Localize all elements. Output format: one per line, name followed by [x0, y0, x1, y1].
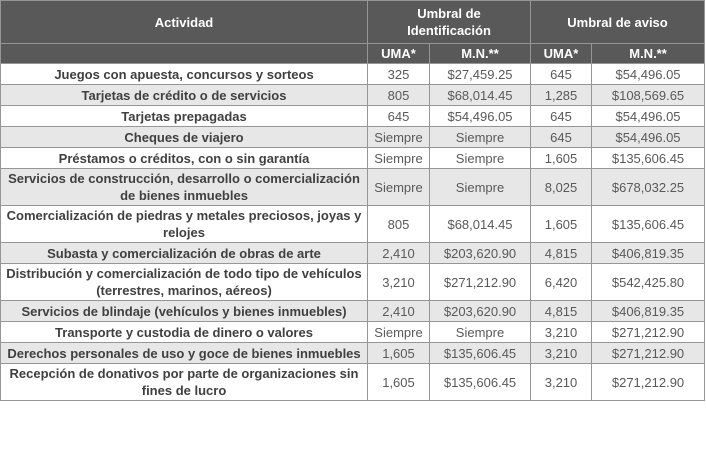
header-id-uma: UMA* — [367, 43, 430, 64]
id-uma-cell: 3,210 — [367, 263, 430, 301]
aviso-mn-cell: $542,425.80 — [591, 263, 706, 301]
activity-cell: Recepción de donativos por parte de orga… — [0, 363, 368, 401]
table-row: Tarjetas de crédito o de servicios 805 $… — [0, 84, 706, 106]
header-sub-row: UMA* M.N.** UMA* M.N.** — [0, 43, 706, 64]
activity-cell: Servicios de construcción, desarrollo o … — [0, 168, 368, 206]
activity-cell: Transporte y custodia de dinero o valore… — [0, 321, 368, 343]
id-uma-cell: 805 — [367, 205, 430, 243]
aviso-mn-cell: $271,212.90 — [591, 321, 706, 343]
id-uma-cell: 325 — [367, 63, 430, 85]
aviso-mn-cell: $108,569.65 — [591, 84, 706, 106]
activity-cell: Derechos personales de uso y goce de bie… — [0, 342, 368, 364]
aviso-mn-cell: $135,606.45 — [591, 147, 706, 169]
header-aviso-mn: M.N.** — [591, 43, 706, 64]
header-aviso-uma: UMA* — [530, 43, 593, 64]
id-uma-cell: Siempre — [367, 168, 430, 206]
activity-cell: Distribución y comercialización de todo … — [0, 263, 368, 301]
id-uma-cell: 1,605 — [367, 342, 430, 364]
table-body: Juegos con apuesta, concursos y sorteos … — [0, 63, 706, 401]
id-uma-cell: 2,410 — [367, 242, 430, 264]
aviso-uma-cell: 645 — [530, 105, 593, 127]
activity-cell: Servicios de blindaje (vehículos y biene… — [0, 300, 368, 322]
header-group-notice: Umbral de aviso — [530, 0, 706, 44]
activity-cell: Tarjetas de crédito o de servicios — [0, 84, 368, 106]
table-row: Transporte y custodia de dinero o valore… — [0, 321, 706, 343]
aviso-uma-cell: 6,420 — [530, 263, 593, 301]
aviso-mn-cell: $678,032.25 — [591, 168, 706, 206]
table-row: Tarjetas prepagadas 645 $54,496.05 645 $… — [0, 105, 706, 127]
aviso-mn-cell: $54,496.05 — [591, 126, 706, 148]
id-mn-cell: $68,014.45 — [428, 84, 532, 106]
activity-cell: Préstamos o créditos, con o sin garantía — [0, 147, 368, 169]
aviso-mn-cell: $406,819.35 — [591, 242, 706, 264]
aviso-uma-cell: 8,025 — [530, 168, 593, 206]
activity-cell: Juegos con apuesta, concursos y sorteos — [0, 63, 368, 85]
activity-cell: Comercialización de piedras y metales pr… — [0, 205, 368, 243]
id-uma-cell: 805 — [367, 84, 430, 106]
aviso-uma-cell: 1,285 — [530, 84, 593, 106]
table-row: Subasta y comercialización de obras de a… — [0, 242, 706, 264]
table-row: Comercialización de piedras y metales pr… — [0, 205, 706, 243]
id-mn-cell: $135,606.45 — [428, 342, 532, 364]
table-row: Cheques de viajero Siempre Siempre 645 $… — [0, 126, 706, 148]
id-mn-cell: $135,606.45 — [428, 363, 532, 401]
id-uma-cell: 645 — [367, 105, 430, 127]
id-mn-cell: Siempre — [428, 147, 532, 169]
table-row: Préstamos o créditos, con o sin garantía… — [0, 147, 706, 169]
aviso-uma-cell: 4,815 — [530, 300, 593, 322]
header-group-row: Actividad Umbral de Identificación Umbra… — [0, 0, 706, 44]
id-mn-cell: Siempre — [428, 168, 532, 206]
id-mn-cell: $271,212.90 — [428, 263, 532, 301]
aviso-uma-cell: 1,605 — [530, 147, 593, 169]
id-uma-cell: Siempre — [367, 147, 430, 169]
aviso-uma-cell: 4,815 — [530, 242, 593, 264]
thresholds-table: Actividad Umbral de Identificación Umbra… — [0, 0, 706, 401]
activity-cell: Tarjetas prepagadas — [0, 105, 368, 127]
header-id-mn: M.N.** — [428, 43, 532, 64]
aviso-uma-cell: 3,210 — [530, 363, 593, 401]
id-uma-cell: Siempre — [367, 321, 430, 343]
id-uma-cell: Siempre — [367, 126, 430, 148]
id-mn-cell: $27,459.25 — [428, 63, 532, 85]
aviso-mn-cell: $135,606.45 — [591, 205, 706, 243]
id-mn-cell: Siempre — [428, 126, 532, 148]
aviso-mn-cell: $406,819.35 — [591, 300, 706, 322]
aviso-uma-cell: 3,210 — [530, 321, 593, 343]
aviso-mn-cell: $271,212.90 — [591, 342, 706, 364]
table-row: Juegos con apuesta, concursos y sorteos … — [0, 63, 706, 85]
activity-cell: Cheques de viajero — [0, 126, 368, 148]
table-row: Servicios de construcción, desarrollo o … — [0, 168, 706, 206]
table-row: Recepción de donativos por parte de orga… — [0, 363, 706, 401]
id-mn-cell: $203,620.90 — [428, 242, 532, 264]
table-row: Servicios de blindaje (vehículos y biene… — [0, 300, 706, 322]
aviso-mn-cell: $54,496.05 — [591, 63, 706, 85]
id-uma-cell: 2,410 — [367, 300, 430, 322]
aviso-uma-cell: 1,605 — [530, 205, 593, 243]
activity-cell: Subasta y comercialización de obras de a… — [0, 242, 368, 264]
table-row: Distribución y comercialización de todo … — [0, 263, 706, 301]
aviso-mn-cell: $271,212.90 — [591, 363, 706, 401]
table-header: Actividad Umbral de Identificación Umbra… — [0, 0, 706, 64]
aviso-mn-cell: $54,496.05 — [591, 105, 706, 127]
aviso-uma-cell: 645 — [530, 126, 593, 148]
header-group-identification: Umbral de Identificación — [366, 0, 532, 44]
table-row: Derechos personales de uso y goce de bie… — [0, 342, 706, 364]
aviso-uma-cell: 3,210 — [530, 342, 593, 364]
header-activity-spacer — [0, 43, 368, 64]
id-mn-cell: $68,014.45 — [428, 205, 532, 243]
header-activity: Actividad — [0, 0, 368, 44]
aviso-uma-cell: 645 — [530, 63, 593, 85]
id-mn-cell: $54,496.05 — [428, 105, 532, 127]
id-mn-cell: Siempre — [428, 321, 532, 343]
id-uma-cell: 1,605 — [367, 363, 430, 401]
id-mn-cell: $203,620.90 — [428, 300, 532, 322]
